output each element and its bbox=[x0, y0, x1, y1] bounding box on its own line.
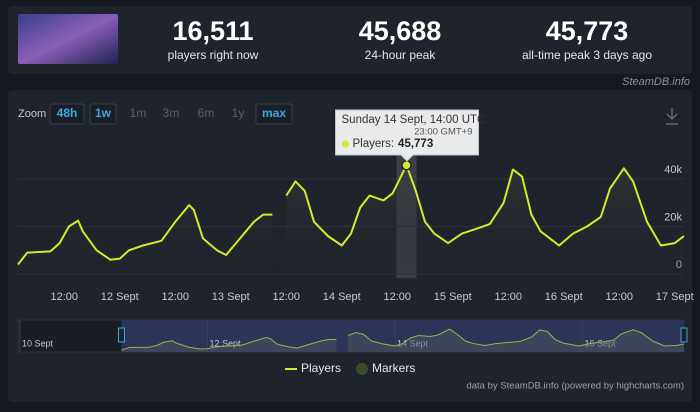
legend-marker bbox=[356, 363, 368, 375]
x-tick-label: 12:00 bbox=[383, 291, 411, 303]
navigator-line bbox=[121, 328, 685, 351]
hover-point bbox=[401, 160, 412, 171]
stat-value: 16,511 bbox=[172, 16, 253, 46]
stat-label: players right now bbox=[168, 48, 259, 62]
zoom-option[interactable]: 3m bbox=[163, 106, 180, 120]
x-tick-label: 12:00 bbox=[605, 291, 633, 303]
zoom-option[interactable]: 48h bbox=[57, 106, 78, 120]
y-tick-label: 20k bbox=[664, 211, 682, 223]
zoom-option[interactable]: 1m bbox=[130, 106, 147, 120]
x-tick-label: 12:00 bbox=[494, 291, 522, 303]
zoom-button[interactable] bbox=[255, 103, 293, 125]
players-line bbox=[17, 164, 685, 266]
x-tick-label: 12:00 bbox=[50, 291, 78, 303]
navigator-handle[interactable] bbox=[118, 327, 126, 343]
line-area bbox=[18, 165, 684, 274]
x-tick-label: 12:00 bbox=[272, 291, 300, 303]
tooltip-value: 45,773 bbox=[398, 138, 433, 150]
navigator-handle[interactable] bbox=[680, 327, 688, 343]
zoom-label: Zoom bbox=[18, 108, 46, 120]
x-tick-label: 12:00 bbox=[161, 291, 189, 303]
game-logo bbox=[18, 14, 118, 64]
legend-label[interactable]: Markers bbox=[372, 361, 415, 375]
tooltip-swatch bbox=[342, 140, 349, 148]
navigator-area bbox=[121, 329, 684, 352]
x-tick-label: 15 Sept bbox=[434, 291, 472, 303]
x-tick-label: 16 Sept bbox=[545, 291, 583, 303]
header-panel bbox=[8, 6, 692, 74]
site-name[interactable]: SteamDB.info bbox=[622, 76, 690, 88]
tooltip-local-time: 23:00 GMT+9 bbox=[414, 127, 472, 138]
x-tick-label: 13 Sept bbox=[212, 291, 250, 303]
stat-value: 45,773 bbox=[546, 16, 629, 46]
navigator-tick-label: 10 Sept bbox=[22, 338, 54, 348]
download-icon[interactable] bbox=[666, 108, 678, 125]
zoom-button[interactable] bbox=[49, 103, 85, 125]
zoom-button[interactable] bbox=[89, 103, 117, 125]
tooltip-box bbox=[335, 109, 479, 162]
legend-label[interactable]: Players bbox=[301, 361, 341, 375]
tooltip-label: Players: bbox=[353, 138, 395, 150]
zoom-option[interactable]: 1w bbox=[95, 106, 112, 120]
tooltip-title: Sunday 14 Sept, 14:00 UTC bbox=[342, 114, 486, 126]
x-tick-label: 14 Sept bbox=[323, 291, 361, 303]
stat-label: all-time peak 3 days ago bbox=[522, 48, 652, 62]
zoom-option[interactable]: 6m bbox=[198, 106, 215, 120]
zoom-option[interactable]: max bbox=[262, 106, 286, 120]
navigator-tick-label: 12 Sept bbox=[209, 338, 241, 348]
x-tick-label: 17 Sept bbox=[656, 291, 694, 303]
stat-label: 24-hour peak bbox=[365, 48, 437, 62]
stat-value: 45,688 bbox=[359, 16, 442, 46]
zoom-option[interactable]: 1y bbox=[232, 106, 245, 120]
y-tick-label: 40k bbox=[664, 164, 682, 176]
credit[interactable]: data by SteamDB.info (powered by highcha… bbox=[466, 381, 684, 392]
x-tick-label: 12 Sept bbox=[101, 291, 139, 303]
